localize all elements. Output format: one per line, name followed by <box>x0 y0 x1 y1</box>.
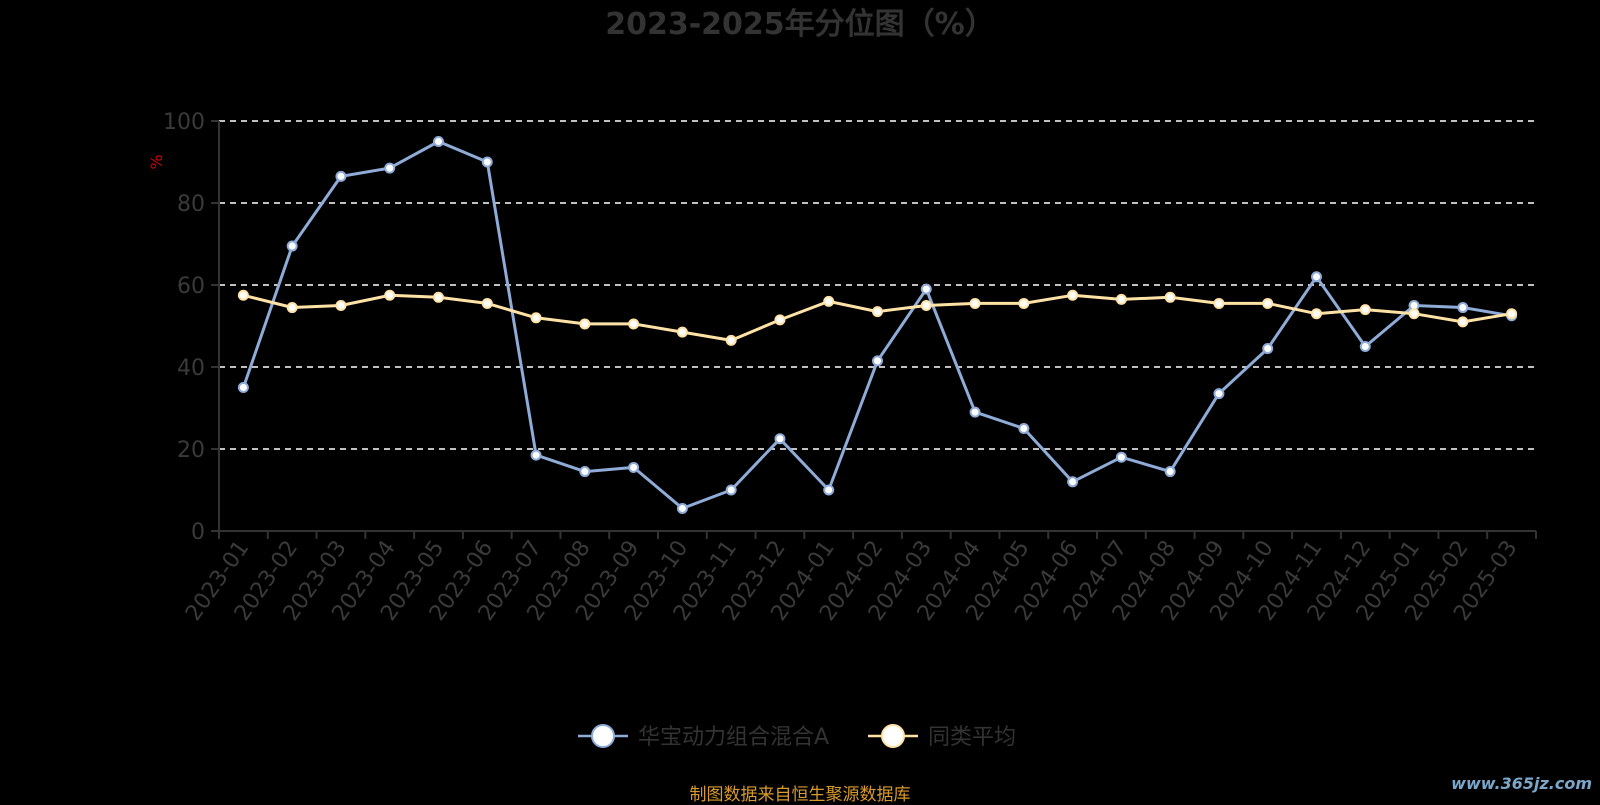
data-source-note: 制图数据来自恒生聚源数据库 <box>689 785 911 805</box>
legend-item-1: 同类平均 <box>868 724 1016 750</box>
data-point <box>530 312 542 324</box>
y-tick-label: 80 <box>177 192 205 217</box>
data-point <box>676 502 688 514</box>
data-point <box>1311 308 1322 320</box>
data-point <box>1018 297 1030 309</box>
y-tick-label: 40 <box>177 356 205 381</box>
data-point <box>1457 302 1469 314</box>
data-point <box>481 156 493 168</box>
data-point <box>725 334 737 346</box>
watermark: www.365jz.com <box>1451 774 1592 793</box>
data-point <box>1213 388 1225 400</box>
series-line-0 <box>241 140 1512 510</box>
data-point <box>1262 297 1274 309</box>
data-point <box>286 302 298 314</box>
data-point <box>823 295 835 307</box>
data-point <box>1359 341 1371 352</box>
data-point <box>1067 289 1079 301</box>
data-point <box>579 318 591 330</box>
series-line-1 <box>243 293 1512 342</box>
data-point <box>530 449 542 461</box>
data-point <box>579 466 591 478</box>
data-point <box>384 289 396 301</box>
axes: 0204060801002023-012023-022023-032023-04… <box>163 110 1537 626</box>
data-point <box>237 382 249 393</box>
data-point <box>774 314 786 326</box>
data-point <box>628 318 640 330</box>
data-point <box>433 291 444 303</box>
data-point <box>1311 271 1322 283</box>
data-point <box>969 406 981 418</box>
data-point <box>920 300 932 311</box>
data-point <box>1262 343 1274 355</box>
data-point <box>628 461 640 473</box>
y-tick-label: 100 <box>163 110 205 135</box>
data-point <box>1164 466 1176 478</box>
chart-title: 2023-2025年分位图（%） <box>605 7 995 42</box>
legend-marker <box>881 724 905 748</box>
data-point <box>774 433 786 445</box>
data-point <box>237 289 249 301</box>
data-point <box>1115 293 1127 305</box>
data-point <box>1213 297 1225 309</box>
data-point <box>872 306 883 318</box>
series-layer <box>237 136 1518 514</box>
legend-label: 华宝动力组合混合A <box>638 725 829 750</box>
data-point <box>823 484 835 496</box>
data-point <box>920 283 932 295</box>
legend-label: 同类平均 <box>928 725 1016 750</box>
data-point <box>433 136 444 147</box>
data-point <box>1115 451 1127 463</box>
legend: 华宝动力组合混合A 同类平均 <box>578 724 1016 750</box>
data-point <box>335 300 347 311</box>
y-tick-label: 20 <box>177 438 205 463</box>
data-point <box>1067 476 1079 488</box>
data-point <box>725 484 737 496</box>
data-point <box>969 297 981 309</box>
data-point <box>481 297 493 309</box>
data-point <box>1164 291 1176 303</box>
y-tick-label: 60 <box>177 274 205 299</box>
legend-item-0: 华宝动力组合混合A <box>578 724 829 750</box>
data-point <box>1018 423 1030 434</box>
data-point <box>1359 304 1371 316</box>
data-point <box>286 240 298 252</box>
data-point <box>676 326 688 338</box>
data-point <box>1457 316 1469 328</box>
data-point <box>384 162 396 174</box>
y-tick-label: 0 <box>191 520 205 545</box>
legend-marker <box>591 724 615 748</box>
grid <box>219 120 1536 450</box>
data-point <box>872 355 883 367</box>
data-point <box>1408 308 1420 320</box>
y-axis-label: % <box>147 154 166 169</box>
data-point <box>1506 308 1518 320</box>
data-point <box>335 170 347 182</box>
